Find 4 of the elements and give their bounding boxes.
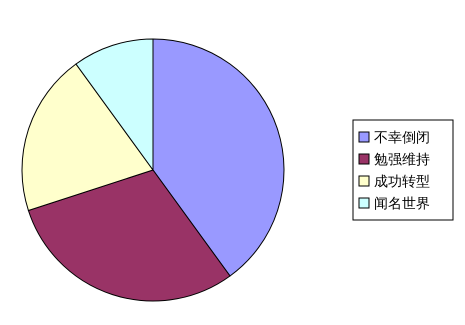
legend-label: 闻名世界 (374, 196, 430, 212)
legend-label: 勉强维持 (374, 152, 430, 168)
legend-label: 成功转型 (374, 174, 430, 190)
legend-label: 不幸倒闭 (374, 130, 430, 146)
